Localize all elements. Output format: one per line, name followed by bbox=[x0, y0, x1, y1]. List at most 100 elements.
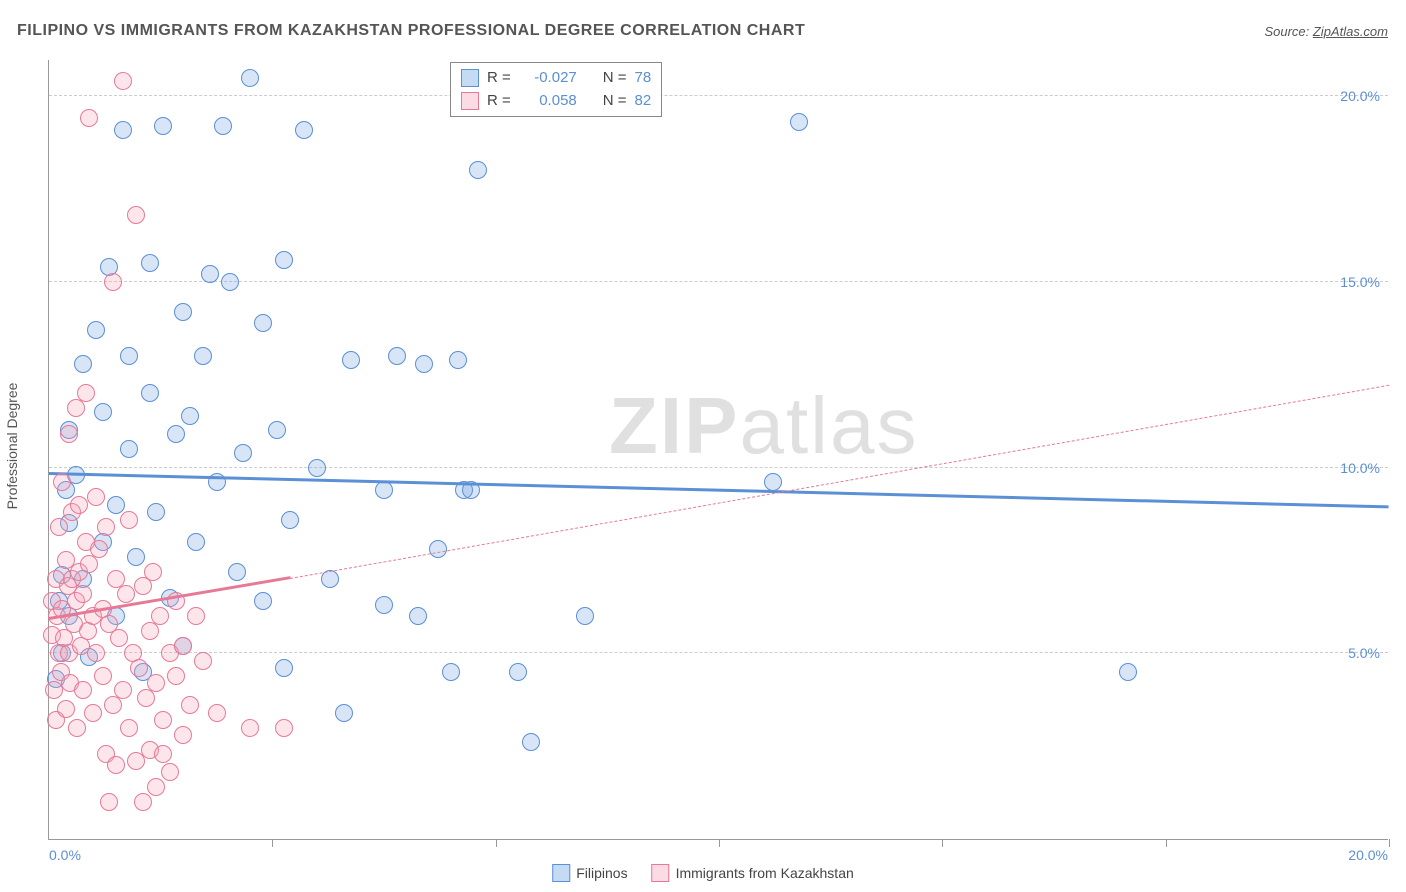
data-point bbox=[375, 481, 393, 499]
data-point bbox=[120, 719, 138, 737]
data-point bbox=[50, 518, 68, 536]
data-point bbox=[228, 563, 246, 581]
data-point bbox=[181, 407, 199, 425]
data-point bbox=[790, 113, 808, 131]
data-point bbox=[110, 629, 128, 647]
data-point bbox=[275, 251, 293, 269]
data-point bbox=[141, 384, 159, 402]
data-point bbox=[147, 778, 165, 796]
data-point bbox=[120, 347, 138, 365]
data-point bbox=[429, 540, 447, 558]
data-point bbox=[100, 793, 118, 811]
n-value: 82 bbox=[635, 90, 652, 113]
n-value: 78 bbox=[635, 67, 652, 90]
n-label: N = bbox=[603, 67, 627, 90]
data-point bbox=[74, 355, 92, 373]
legend-swatch bbox=[652, 864, 670, 882]
data-point bbox=[87, 644, 105, 662]
gridline bbox=[49, 281, 1388, 282]
stats-row: R = -0.027 N = 78 bbox=[461, 67, 651, 90]
data-point bbox=[57, 700, 75, 718]
data-point bbox=[174, 637, 192, 655]
data-point bbox=[87, 488, 105, 506]
data-point bbox=[342, 351, 360, 369]
x-tick-label: 20.0% bbox=[1348, 847, 1388, 863]
y-tick-label: 5.0% bbox=[1348, 645, 1380, 661]
data-point bbox=[201, 265, 219, 283]
x-tick bbox=[1389, 839, 1390, 847]
source-attribution: Source: ZipAtlas.com bbox=[1264, 24, 1388, 39]
r-label: R = bbox=[487, 67, 511, 90]
data-point bbox=[154, 117, 172, 135]
data-point bbox=[187, 533, 205, 551]
data-point bbox=[80, 109, 98, 127]
data-point bbox=[308, 459, 326, 477]
source-link[interactable]: ZipAtlas.com bbox=[1313, 24, 1388, 39]
data-point bbox=[194, 347, 212, 365]
data-point bbox=[275, 659, 293, 677]
data-point bbox=[194, 652, 212, 670]
data-point bbox=[388, 347, 406, 365]
data-point bbox=[77, 384, 95, 402]
plot-area: ZIPatlas 5.0%10.0%15.0%20.0%0.0%20.0% bbox=[48, 60, 1388, 840]
r-value: 0.058 bbox=[519, 90, 577, 113]
data-point bbox=[254, 592, 272, 610]
data-point bbox=[74, 681, 92, 699]
data-point bbox=[234, 444, 252, 462]
data-point bbox=[174, 726, 192, 744]
legend-swatch bbox=[461, 92, 479, 110]
data-point bbox=[127, 548, 145, 566]
legend-label: Immigrants from Kazakhstan bbox=[676, 865, 854, 881]
legend-item: Immigrants from Kazakhstan bbox=[652, 864, 854, 882]
y-tick-label: 10.0% bbox=[1340, 460, 1380, 476]
data-point bbox=[87, 321, 105, 339]
x-tick bbox=[272, 839, 273, 847]
r-value: -0.027 bbox=[519, 67, 577, 90]
data-point bbox=[208, 704, 226, 722]
data-point bbox=[94, 403, 112, 421]
data-point bbox=[70, 496, 88, 514]
data-point bbox=[522, 733, 540, 751]
data-point bbox=[268, 421, 286, 439]
data-point bbox=[509, 663, 527, 681]
data-point bbox=[241, 69, 259, 87]
data-point bbox=[295, 121, 313, 139]
data-point bbox=[154, 711, 172, 729]
legend-label: Filipinos bbox=[576, 865, 627, 881]
legend-item: Filipinos bbox=[552, 864, 627, 882]
data-point bbox=[141, 254, 159, 272]
y-tick-label: 15.0% bbox=[1340, 274, 1380, 290]
x-tick bbox=[719, 839, 720, 847]
x-tick-label: 0.0% bbox=[49, 847, 81, 863]
y-axis-label: Professional Degree bbox=[4, 383, 20, 510]
legend-swatch bbox=[461, 69, 479, 87]
header: FILIPINO VS IMMIGRANTS FROM KAZAKHSTAN P… bbox=[17, 22, 1388, 40]
data-point bbox=[147, 674, 165, 692]
data-point bbox=[187, 607, 205, 625]
data-point bbox=[147, 503, 165, 521]
data-point bbox=[107, 756, 125, 774]
n-label: N = bbox=[603, 90, 627, 113]
data-point bbox=[74, 585, 92, 603]
watermark: ZIPatlas bbox=[609, 380, 918, 472]
data-point bbox=[469, 161, 487, 179]
gridline bbox=[49, 652, 1388, 653]
data-point bbox=[117, 585, 135, 603]
y-tick-label: 20.0% bbox=[1340, 88, 1380, 104]
data-point bbox=[154, 745, 172, 763]
data-point bbox=[68, 719, 86, 737]
data-point bbox=[120, 511, 138, 529]
data-point bbox=[120, 440, 138, 458]
chart-title: FILIPINO VS IMMIGRANTS FROM KAZAKHSTAN P… bbox=[17, 22, 805, 40]
data-point bbox=[214, 117, 232, 135]
data-point bbox=[60, 425, 78, 443]
data-point bbox=[181, 696, 199, 714]
x-tick bbox=[1166, 839, 1167, 847]
data-point bbox=[151, 607, 169, 625]
data-point bbox=[221, 273, 239, 291]
data-point bbox=[161, 763, 179, 781]
data-point bbox=[1119, 663, 1137, 681]
data-point bbox=[241, 719, 259, 737]
data-point bbox=[442, 663, 460, 681]
data-point bbox=[281, 511, 299, 529]
